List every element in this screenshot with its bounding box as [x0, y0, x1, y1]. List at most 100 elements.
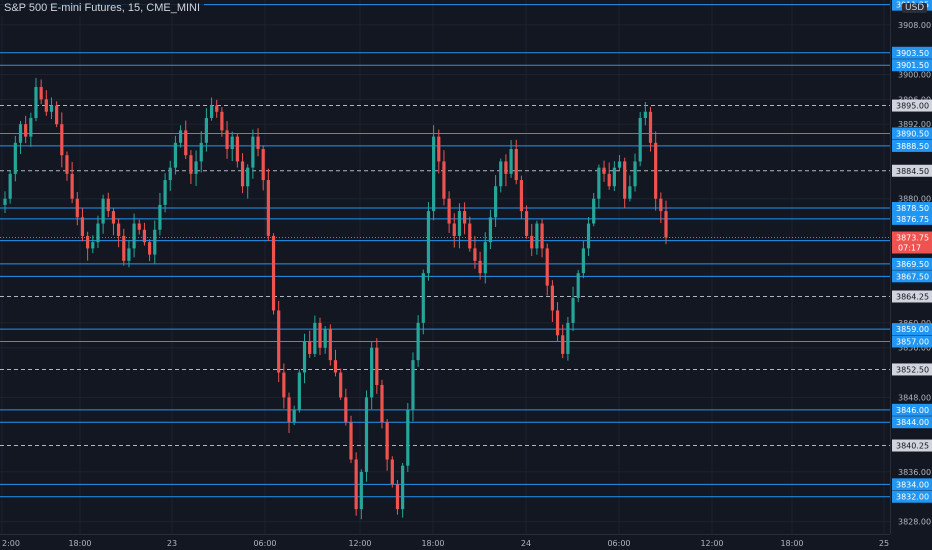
candle-body — [184, 130, 188, 156]
candle-body — [8, 173, 12, 199]
countdown-label: 07:17 — [898, 244, 921, 253]
candle-body — [256, 136, 260, 150]
level-label-bg — [892, 439, 932, 452]
candle-body — [117, 223, 121, 236]
candle-body — [370, 347, 374, 398]
candle-body — [39, 86, 43, 100]
price-tick-label: 3828.00 — [898, 518, 931, 527]
price-tick-label: 3908.00 — [898, 21, 931, 30]
candle-body — [535, 223, 539, 249]
candle-body — [623, 161, 627, 199]
candle-body — [111, 211, 116, 224]
candle-body — [406, 409, 410, 466]
level-label: 3867.50 — [896, 272, 929, 281]
candle-body — [137, 223, 141, 230]
candle-body — [364, 397, 369, 472]
candle-body — [545, 248, 549, 286]
level-label: 3890.50 — [896, 130, 929, 139]
time-tick-label: 2:00 — [2, 539, 20, 548]
candle-body — [659, 198, 663, 212]
candle-body — [80, 217, 85, 236]
level-label-bg — [892, 403, 932, 416]
candle-body — [204, 117, 208, 143]
level-label-bg — [892, 59, 932, 72]
candle-body — [127, 248, 131, 261]
candle-body — [643, 111, 647, 118]
candle-body — [504, 161, 508, 174]
candle-body — [225, 130, 229, 150]
time-axis[interactable]: 2:00 18:00 23 06:00 12:00 18:00 24 06:00 12:00 18… — [2, 539, 889, 548]
candle-body — [416, 322, 420, 361]
level-label: 3903.50 — [896, 49, 929, 58]
candle-body — [566, 322, 570, 354]
candle-body — [509, 149, 513, 174]
candle-body — [153, 229, 157, 255]
candle-body — [158, 204, 162, 230]
candle-body — [664, 211, 668, 238]
candle-body — [432, 136, 436, 212]
level-label: 3884.50 — [896, 167, 929, 176]
candle-body — [86, 235, 90, 249]
candle-body — [34, 86, 38, 118]
candle-body — [194, 161, 198, 174]
candle-body — [240, 161, 245, 187]
candle-body — [24, 124, 28, 137]
level-label-bg — [892, 290, 932, 303]
candle-body — [60, 124, 64, 156]
price-tick-label: 3856.00 — [898, 344, 931, 353]
candle-body — [75, 198, 79, 218]
candle-body — [442, 161, 446, 199]
candle-body — [251, 136, 255, 168]
candle-body — [571, 298, 575, 323]
level-label-bg — [892, 139, 932, 152]
candle-body — [302, 341, 307, 373]
candle-body — [586, 223, 591, 249]
candle-body — [524, 211, 529, 236]
candle-body — [163, 180, 167, 205]
level-label: 3876.75 — [896, 215, 929, 224]
candle-body — [246, 167, 250, 187]
level-label-bg — [892, 257, 932, 270]
level-label: 3878.50 — [896, 204, 929, 213]
currency-badge[interactable]: USD — [902, 3, 928, 13]
candle-body — [277, 310, 281, 373]
candle-body — [493, 186, 498, 218]
candle-body — [65, 155, 69, 174]
candle-body — [106, 198, 110, 212]
candle-body — [308, 341, 312, 354]
level-label-bg — [892, 323, 932, 336]
candle-body — [230, 136, 234, 150]
level-label: 3846.00 — [896, 406, 929, 415]
price-tick-label: 3900.00 — [898, 71, 931, 80]
candle-body — [473, 248, 477, 261]
level-label: 3840.25 — [896, 442, 929, 451]
candle-body — [271, 235, 276, 311]
time-tick-label: 23 — [167, 539, 177, 548]
candle-body — [385, 422, 389, 460]
candle-body — [70, 173, 74, 199]
candle-body — [132, 223, 136, 249]
candle-body — [266, 180, 270, 236]
time-tick-label: 12:00 — [700, 539, 723, 548]
candle-body — [287, 397, 291, 423]
candle-body — [390, 459, 394, 485]
candle-body — [421, 273, 425, 323]
time-tick-label: 25 — [879, 539, 889, 548]
candle-body — [612, 167, 616, 187]
candle-body — [261, 149, 265, 181]
candle-body — [282, 372, 286, 398]
candle-body — [452, 223, 456, 236]
level-label: 3888.50 — [896, 142, 929, 151]
time-tick-label: 06:00 — [253, 539, 276, 548]
price-tick-label: 3848.00 — [898, 393, 931, 402]
candle-body — [178, 130, 183, 143]
chart-grid — [0, 0, 890, 534]
level-label-bg — [892, 127, 932, 140]
candle-body — [91, 242, 95, 249]
candle-body — [359, 471, 363, 510]
candle-body — [29, 117, 33, 137]
candle-body — [55, 105, 59, 125]
level-label-bg — [892, 212, 932, 225]
candle-body — [297, 372, 301, 410]
